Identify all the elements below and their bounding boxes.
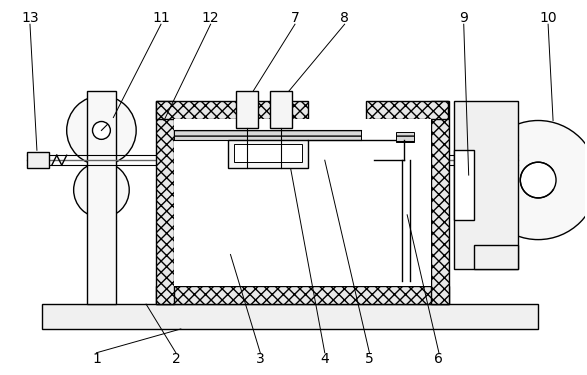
Bar — [366, 100, 448, 118]
Bar — [454, 100, 518, 269]
Text: 10: 10 — [539, 11, 557, 25]
Text: 6: 6 — [434, 352, 443, 366]
Circle shape — [73, 162, 129, 218]
Bar — [42, 304, 538, 329]
Bar — [86, 91, 116, 304]
Text: 13: 13 — [21, 11, 39, 25]
Circle shape — [93, 122, 110, 140]
Bar — [27, 152, 49, 168]
Bar — [431, 100, 449, 304]
Bar — [237, 91, 258, 129]
Bar — [174, 118, 431, 286]
Text: 9: 9 — [459, 11, 468, 25]
Bar — [228, 140, 308, 168]
Bar — [454, 150, 474, 220]
Bar — [234, 144, 302, 162]
Bar — [156, 100, 308, 118]
Text: 12: 12 — [202, 11, 220, 25]
Bar — [156, 100, 174, 304]
Text: 4: 4 — [321, 352, 329, 366]
Text: 7: 7 — [291, 11, 299, 25]
Text: 1: 1 — [92, 352, 101, 366]
Bar — [474, 244, 518, 269]
Circle shape — [478, 120, 587, 240]
Bar — [396, 132, 414, 142]
Circle shape — [520, 162, 556, 198]
Bar — [174, 130, 362, 140]
Text: 11: 11 — [152, 11, 170, 25]
Text: 3: 3 — [256, 352, 265, 366]
Text: 2: 2 — [171, 352, 180, 366]
Text: 8: 8 — [340, 11, 349, 25]
Bar — [156, 286, 449, 304]
Text: 5: 5 — [365, 352, 374, 366]
Bar — [270, 91, 292, 129]
Circle shape — [67, 96, 136, 165]
